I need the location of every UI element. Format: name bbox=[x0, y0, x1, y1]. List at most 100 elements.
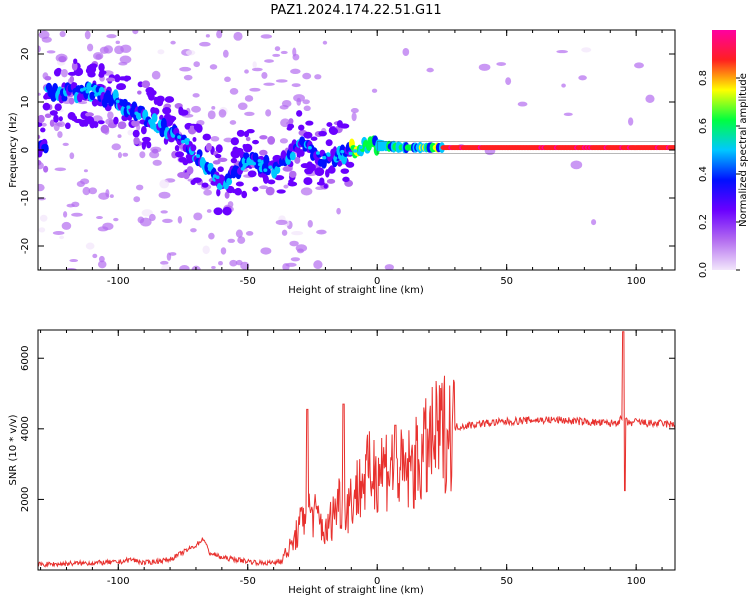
ridge-blob bbox=[672, 145, 675, 151]
noise-blob bbox=[38, 227, 46, 233]
snr-frame bbox=[37, 329, 676, 571]
y-tick-label: 10 bbox=[20, 96, 31, 109]
spectral-blob bbox=[325, 139, 333, 147]
spectral-blob bbox=[174, 145, 180, 152]
noise-blob bbox=[229, 120, 237, 125]
noise-blob bbox=[505, 77, 512, 86]
noise-blob bbox=[185, 49, 196, 56]
noise-blob bbox=[578, 75, 587, 81]
spectral-blob bbox=[183, 172, 190, 180]
colorbar-gradient bbox=[712, 30, 736, 270]
ridge-blob bbox=[330, 148, 337, 157]
x-tick-label: -50 bbox=[240, 576, 256, 587]
noise-blob bbox=[591, 219, 597, 226]
spectral-blob bbox=[100, 124, 110, 134]
noise-blob bbox=[222, 49, 229, 58]
noise-blob bbox=[105, 189, 110, 198]
spectral-blob bbox=[43, 165, 49, 173]
noise-blob bbox=[265, 109, 272, 117]
noise-blob bbox=[57, 131, 63, 138]
noise-blob bbox=[127, 129, 134, 136]
noise-blob bbox=[85, 242, 95, 250]
noise-blob bbox=[133, 196, 141, 203]
noise-blob bbox=[92, 253, 98, 259]
noise-blob bbox=[249, 87, 261, 92]
noise-blob bbox=[63, 211, 68, 218]
noise-blob bbox=[38, 92, 41, 96]
spectral-blob bbox=[117, 121, 127, 130]
x-tick-label: -50 bbox=[240, 276, 256, 287]
noise-blob bbox=[244, 69, 249, 74]
noise-blob bbox=[252, 61, 257, 69]
spectral-blob bbox=[193, 123, 201, 131]
ridge-core bbox=[196, 154, 201, 158]
spectral-blob bbox=[141, 80, 151, 89]
ridge-core bbox=[134, 111, 139, 116]
ridge-core bbox=[263, 168, 268, 172]
noise-blob bbox=[283, 184, 289, 189]
noise-blob bbox=[517, 101, 528, 107]
snr-ylabel: SNR (10 * v/v) bbox=[8, 414, 19, 485]
ridge-core bbox=[177, 135, 182, 139]
spectral-blob bbox=[84, 112, 94, 117]
spectral-blob bbox=[58, 56, 67, 63]
spectral-blob bbox=[40, 127, 46, 133]
noise-blob bbox=[210, 136, 220, 142]
noise-blob bbox=[237, 236, 246, 244]
spectral-blob bbox=[201, 182, 209, 188]
ridge-core bbox=[353, 149, 358, 153]
noise-blob bbox=[57, 121, 66, 128]
steady-band-outline bbox=[376, 141, 675, 154]
spectral-blob bbox=[114, 74, 121, 83]
noise-blob bbox=[102, 222, 114, 231]
spectral-blob bbox=[123, 75, 130, 82]
noise-blob bbox=[237, 102, 248, 110]
noise-blob bbox=[206, 209, 212, 213]
ridge-core bbox=[212, 174, 217, 178]
ridge-core bbox=[143, 112, 148, 117]
noise-blob bbox=[229, 259, 238, 267]
noise-blob bbox=[38, 30, 50, 40]
noise-blob bbox=[371, 88, 378, 93]
noise-blob bbox=[281, 229, 288, 236]
spectral-blob bbox=[38, 121, 43, 127]
spectral-blob bbox=[133, 137, 140, 145]
noise-blob bbox=[216, 30, 223, 39]
y-tick-label: 0 bbox=[20, 147, 31, 153]
noise-blob bbox=[88, 187, 98, 195]
noise-blob bbox=[628, 117, 634, 126]
noise-blob bbox=[336, 207, 341, 215]
noise-blob bbox=[122, 152, 129, 157]
spectral-blob bbox=[162, 107, 172, 115]
spectral-blob bbox=[192, 137, 197, 142]
noise-blob bbox=[561, 83, 566, 88]
noise-blob bbox=[96, 216, 103, 220]
spectral-blob bbox=[97, 120, 105, 125]
noise-blob bbox=[111, 143, 122, 151]
noise-blob bbox=[87, 43, 94, 52]
spectral-blob bbox=[151, 148, 159, 154]
spectral-blob bbox=[259, 135, 268, 140]
noise-blob bbox=[280, 50, 288, 55]
noise-blob bbox=[38, 45, 41, 53]
ridge-blob bbox=[274, 165, 281, 175]
noise-blob bbox=[177, 216, 183, 224]
noise-blob bbox=[106, 34, 117, 39]
ridge-core bbox=[340, 149, 345, 154]
colorbar: 0.0 0.2 0.4 0.6 0.8 Normalized spectral ampl… bbox=[698, 30, 749, 278]
noise-blob bbox=[211, 105, 216, 110]
colorbar-tick-label: 0.4 bbox=[698, 166, 709, 182]
ridge-core bbox=[348, 151, 353, 156]
spectral-blob bbox=[236, 129, 245, 137]
noise-blob bbox=[272, 53, 281, 57]
noise-blob bbox=[251, 67, 263, 72]
noise-blob bbox=[76, 180, 85, 188]
noise-blob bbox=[307, 220, 313, 228]
noise-blob bbox=[135, 184, 144, 191]
spectral-blob bbox=[44, 113, 52, 119]
noise-blob bbox=[82, 186, 91, 196]
ridge-blob bbox=[76, 92, 83, 103]
noise-blob bbox=[152, 159, 162, 166]
spectral-blob bbox=[89, 63, 98, 69]
noise-blob bbox=[244, 95, 254, 102]
